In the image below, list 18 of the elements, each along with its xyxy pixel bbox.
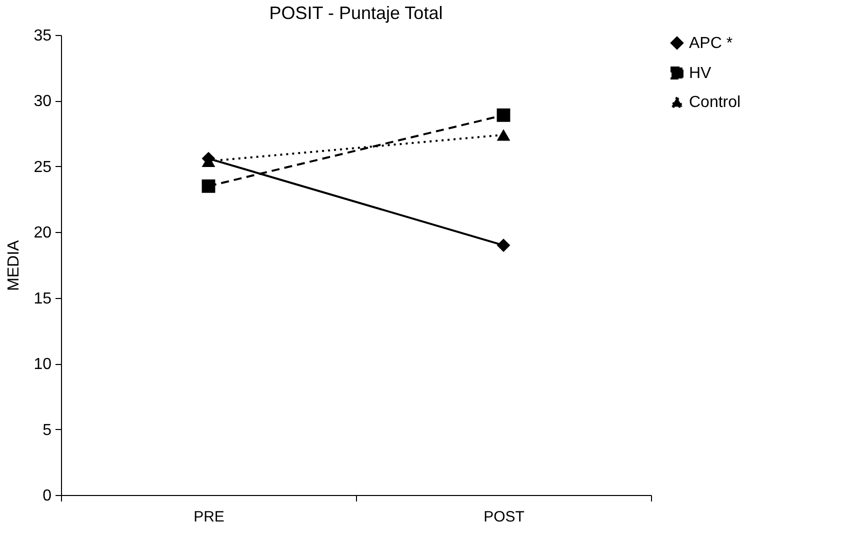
y-tick-label: 25: [34, 158, 52, 176]
y-tick-label: 10: [34, 356, 52, 374]
y-tick-label: 15: [34, 290, 52, 308]
y-tick-label: 0: [42, 488, 52, 504]
y-tick-label: 30: [34, 93, 52, 110]
y-tick-label: 20: [34, 224, 52, 242]
chart-title: POSIT - Puntaje Total: [269, 3, 443, 23]
y-tick-label: 5: [42, 422, 52, 439]
point: [202, 179, 216, 193]
legend-label: HV: [689, 65, 712, 82]
point: [496, 108, 510, 122]
point: [496, 238, 510, 252]
x-tick-label: PRE: [194, 508, 224, 526]
y-tick-label: 35: [34, 28, 52, 44]
y-axis-title: MEDIA: [6, 240, 23, 291]
legend-label: APC *: [689, 35, 733, 52]
legend-label: Control: [689, 94, 741, 111]
x-tick-label: POST: [484, 508, 524, 526]
